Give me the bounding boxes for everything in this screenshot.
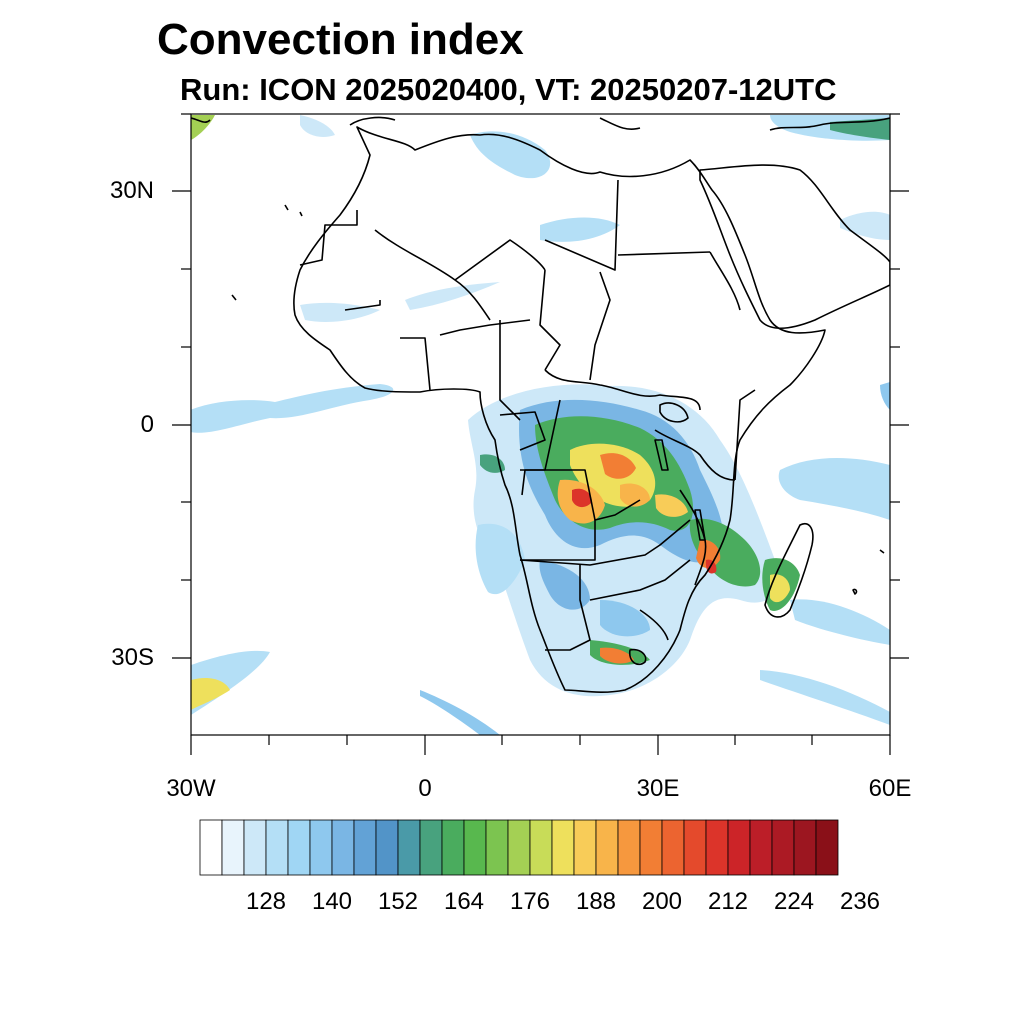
axis-ticks [172, 113, 909, 755]
lat-label-30n: 30N [109, 177, 154, 204]
colorbar-tick-label: 152 [377, 888, 419, 915]
colorbar-tick-label: 212 [707, 888, 749, 915]
colorbar-tick-label: 188 [575, 888, 617, 915]
lon-label-0: 0 [418, 775, 432, 802]
colorbar-swatch [573, 819, 597, 876]
colorbar-swatch [309, 819, 333, 876]
convection-field [191, 115, 890, 735]
colorbar-swatch [727, 819, 751, 876]
colorbar-swatch [419, 819, 443, 876]
colorbar-swatch [397, 819, 421, 876]
colorbar-tick-label: 128 [245, 888, 287, 915]
lon-label-30e: 30E [636, 775, 680, 802]
colorbar-swatch [331, 819, 355, 876]
colorbar-swatch [749, 819, 773, 876]
colorbar-swatch [551, 819, 575, 876]
colorbar-swatch [661, 819, 685, 876]
colorbar-tick-label: 224 [773, 888, 815, 915]
lon-label-60e: 60E [868, 775, 912, 802]
colorbar-swatch [265, 819, 289, 876]
colorbar-tick-label: 140 [311, 888, 353, 915]
colorbar-tick-label: 176 [509, 888, 551, 915]
colorbar-swatch [815, 819, 839, 876]
colorbar-swatch [287, 819, 311, 876]
colorbar-swatch [617, 819, 641, 876]
colorbar-swatch [639, 819, 663, 876]
colorbar-swatch [485, 819, 509, 876]
colorbar-swatch [243, 819, 267, 876]
colorbar-swatch [771, 819, 795, 876]
colorbar-swatch [529, 819, 553, 876]
coastlines [191, 116, 890, 693]
colorbar-tick-label: 164 [443, 888, 485, 915]
colorbar-swatch [793, 819, 817, 876]
colorbar-swatch [683, 819, 707, 876]
colorbar-swatch [441, 819, 465, 876]
map-subtitle: Run: ICON 2025020400, VT: 20250207-12UTC [180, 72, 837, 107]
colorbar-swatch [353, 819, 377, 876]
colorbar-swatch [375, 819, 399, 876]
colorbar-swatch [463, 819, 487, 876]
colorbar-swatch [199, 819, 223, 876]
colorbar [199, 819, 839, 876]
map-title: Convection index [157, 15, 524, 64]
lon-label-30w: 30W [166, 775, 216, 802]
colorbar-swatch [221, 819, 245, 876]
colorbar-swatch [595, 819, 619, 876]
colorbar-swatch [705, 819, 729, 876]
colorbar-swatch [507, 819, 531, 876]
lat-label-30s: 30S [111, 644, 154, 671]
colorbar-tick-label: 236 [839, 888, 881, 915]
colorbar-tick-label: 200 [641, 888, 683, 915]
lat-label-0: 0 [140, 411, 154, 438]
